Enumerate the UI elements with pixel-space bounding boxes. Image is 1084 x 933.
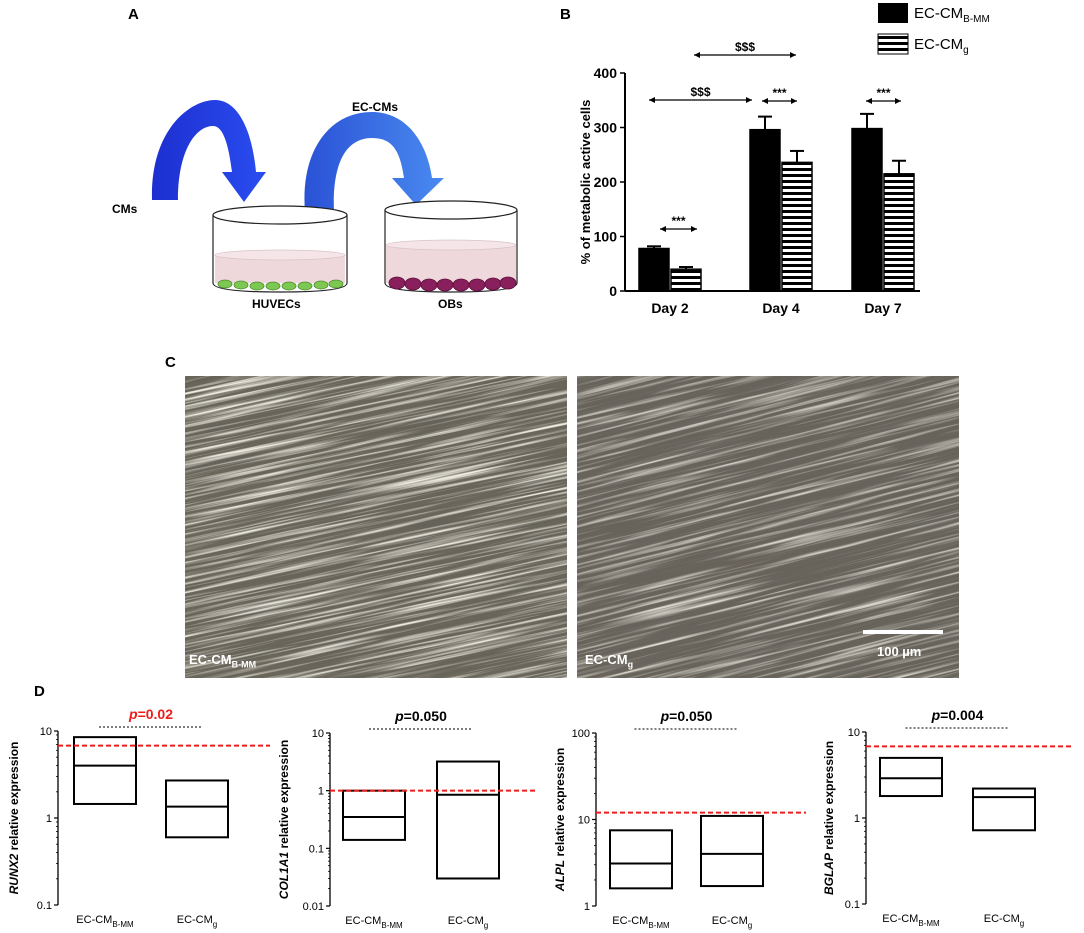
y-tick-label: 200 xyxy=(594,174,618,190)
micrograph-ec-cm-g: EC-CMg 100 µm xyxy=(577,376,959,678)
panel-b-bar-chart: 0 100 200 300 400 % of metabolic active cells… xyxy=(578,3,990,316)
legend-label-g: EC-CMg xyxy=(914,36,969,56)
y-tick-label: 100 xyxy=(572,728,590,740)
significance-label: *** xyxy=(876,86,890,100)
legend-swatch-b-mm xyxy=(878,3,908,23)
arrowhead-icon xyxy=(694,52,700,58)
y-tick-label: 0.1 xyxy=(37,900,52,912)
y-tick-label: 0.1 xyxy=(845,899,860,911)
y-tick-label: 10 xyxy=(848,727,860,739)
y-tick-label: 10 xyxy=(312,728,324,740)
y-tick-label: 10 xyxy=(578,815,590,827)
box xyxy=(700,814,764,888)
arrowhead-icon xyxy=(762,98,768,104)
x-tick-label: EC-CMg xyxy=(712,915,753,930)
y-axis-label: RUNX2 relative expression xyxy=(7,742,21,895)
y-tick-label: 0 xyxy=(609,283,617,299)
legend-swatch-g xyxy=(877,33,909,55)
y-axis-label: COL1A1 relative expression xyxy=(277,740,291,899)
y-tick-label: 0.1 xyxy=(309,843,324,855)
huvecs-label: HUVECs xyxy=(252,297,301,311)
bar xyxy=(851,127,883,292)
p-value-label: p=0.050 xyxy=(394,708,447,724)
y-tick-label: 1 xyxy=(854,813,860,825)
bar xyxy=(670,268,702,292)
bar xyxy=(749,128,781,292)
micrograph-tag-b-mm: EC-CMB-MM xyxy=(189,652,257,670)
arrowhead-icon xyxy=(660,226,666,232)
cell-texture-image xyxy=(577,376,959,678)
arrowhead-icon xyxy=(790,52,796,58)
box xyxy=(972,787,1036,832)
obs-label: OBs xyxy=(438,297,463,311)
bar xyxy=(638,247,670,292)
arrowhead-icon xyxy=(866,98,872,104)
y-tick-label: 300 xyxy=(594,120,618,136)
y-tick-label: 1 xyxy=(318,786,324,798)
arrowhead-icon xyxy=(895,98,901,104)
x-tick-label: EC-CMB-MM xyxy=(882,913,940,928)
x-tick-label: EC-CMB-MM xyxy=(612,915,670,930)
y-tick-label: 400 xyxy=(594,65,618,81)
x-tick-label: EC-CMg xyxy=(177,914,218,929)
scale-bar-label: 100 µm xyxy=(877,644,922,659)
box xyxy=(165,779,229,839)
panel-label-d: D xyxy=(34,683,45,700)
significance-label: $$$ xyxy=(735,40,755,54)
x-tick-label: Day 2 xyxy=(651,300,689,316)
cms-label: CMs xyxy=(112,202,138,216)
ec-cms-label: EC-CMs xyxy=(352,100,399,114)
significance-label: *** xyxy=(772,86,786,100)
panel-label-c: C xyxy=(165,354,176,371)
micrograph-tag-g: EC-CMg xyxy=(585,652,634,670)
x-tick-label: EC-CMB-MM xyxy=(76,914,134,929)
bar xyxy=(883,173,915,292)
p-value-label: p=0.050 xyxy=(660,708,713,724)
cell-texture-image xyxy=(185,376,567,678)
significance-label: *** xyxy=(671,214,685,228)
y-tick-label: 1 xyxy=(584,901,590,913)
x-tick-label: EC-CMg xyxy=(448,915,489,930)
y-axis-label: ALPL relative expression xyxy=(553,748,567,892)
box xyxy=(342,789,406,841)
arrowhead-icon xyxy=(691,226,697,232)
x-tick-label: Day 4 xyxy=(762,300,800,316)
y-tick-label: 1 xyxy=(46,813,52,825)
micrograph-ec-cm-b-mm: EC-CMB-MM xyxy=(185,376,567,678)
panel-label-a: A xyxy=(128,6,139,23)
box xyxy=(73,736,137,805)
arrowhead-icon xyxy=(649,97,655,103)
x-tick-label: EC-CMB-MM xyxy=(345,915,403,930)
arrowhead-icon xyxy=(791,98,797,104)
box xyxy=(609,829,673,890)
bar xyxy=(781,161,813,292)
arrowhead-icon xyxy=(746,97,752,103)
x-tick-label: EC-CMg xyxy=(984,913,1025,928)
y-axis-label: BGLAP relative expression xyxy=(822,741,836,895)
p-value-label: p=0.004 xyxy=(931,707,984,723)
y-tick-label: 10 xyxy=(40,726,52,738)
panel-label-b: B xyxy=(560,6,571,23)
significance-label: $$$ xyxy=(690,85,710,99)
y-axis-label: % of metabolic active cells xyxy=(578,100,593,265)
box xyxy=(879,756,943,798)
y-tick-label: 0.01 xyxy=(303,901,324,913)
y-tick-label: 100 xyxy=(594,229,618,245)
legend-label-b-mm: EC-CMB-MM xyxy=(914,5,990,25)
box xyxy=(436,760,500,880)
p-value-label: p=0.02 xyxy=(128,706,173,722)
scale-bar xyxy=(863,630,943,634)
x-tick-label: Day 7 xyxy=(864,300,902,316)
